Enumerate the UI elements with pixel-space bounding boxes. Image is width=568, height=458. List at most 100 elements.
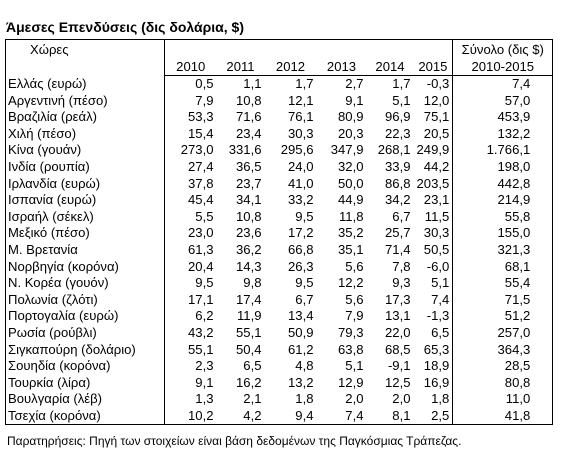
total-cell: 198,0 [452, 158, 554, 176]
value-cell: 71,4 [385, 241, 411, 257]
value-cell: 13,4 [288, 308, 314, 324]
value-cell: 9,5 [295, 208, 314, 224]
table-row: Τσεχία (κορόνα) 10,2 4,2 9,4 7,4 8,1 2,5 41,8 [5, 407, 554, 426]
value-cell: 1,8 [431, 391, 450, 407]
value-cell: 33,9 [385, 158, 411, 174]
value-cell: -1,3 [426, 308, 450, 324]
total-cell: 28,5 [452, 358, 554, 375]
value-cell: 2,1 [243, 391, 262, 407]
value-cell: 65,3 [423, 341, 450, 357]
value-cell: 63,8 [338, 341, 364, 357]
value-cell: 8,1 [366, 407, 414, 426]
value-cell: 13,2 [288, 374, 314, 390]
value-cell: 23,1 [423, 192, 450, 208]
total-cell: 321,3 [452, 241, 554, 259]
table-row: Ρωσία (ρούβλι) 43,2 55,1 50,9 79,3 22,0 6,5 257… [5, 324, 554, 342]
value-cell: 11,5 [424, 208, 450, 224]
table-row: Ν. Κορέα (γουόν) 9,5 9,8 9,5 12,2 9,3 5,1 55,4 [5, 275, 554, 292]
country-cell: Αργεντινή (πέσο) [5, 92, 165, 110]
value-cell: 50,5 [423, 241, 450, 257]
value-cell: 12,0 [423, 92, 450, 108]
table-row: Βουλγαρία (λέβ) 1,3 2,1 1,8 2,0 2,0 1,8 11,0 [5, 391, 554, 408]
value-cell: 36,5 [236, 158, 262, 174]
country-cell: Πολωνία (ζλότι) [5, 291, 165, 309]
country-cell: Βραζιλία (ρεάλ) [5, 109, 165, 126]
value-cell: 16,2 [236, 374, 262, 390]
value-cell: 68,5 [385, 341, 411, 357]
year-header: 2013 [316, 59, 367, 76]
value-cell: 41,0 [288, 175, 314, 191]
value-cell: 2,0 [345, 391, 364, 407]
fdi-table: Χώρες Σύνολο (δις $) 2010 2011 2012 2013… [5, 39, 554, 426]
value-cell: 4,8 [295, 358, 314, 374]
value-cell: 50,0 [338, 175, 364, 191]
country-cell: Νορβηγία (κορόνα) [5, 258, 165, 276]
years-header-spacer [164, 39, 453, 59]
value-cell: 295,6 [280, 142, 314, 158]
value-cell: 12,2 [338, 275, 364, 291]
value-cell: 44,2 [423, 158, 450, 174]
value-cell: 20,5 [423, 125, 450, 141]
value-cell: 27,4 [188, 158, 214, 174]
value-cell: 12,9 [338, 374, 364, 390]
country-column-header: Χώρες [5, 39, 165, 76]
value-cell: 22,0 [385, 324, 411, 340]
country-cell: Σουηδία (κορόνα) [5, 358, 165, 375]
total-cell: 55,8 [452, 208, 554, 226]
value-cell: 6,2 [195, 308, 214, 324]
table-row: Χιλή (πέσο) 15,4 23,4 30,3 20,3 22,3 20,5 132,2 [5, 125, 554, 143]
value-cell: 23,0 [188, 225, 214, 241]
value-cell: 5,5 [195, 208, 214, 224]
value-cell: 35,2 [338, 225, 364, 241]
value-cell: 1,1 [243, 76, 262, 91]
value-cell: 80,9 [338, 109, 364, 125]
value-cell: 18,9 [423, 358, 450, 374]
country-cell: Τουρκία (λίρα) [5, 374, 165, 392]
value-cell: 9,8 [243, 275, 262, 291]
value-cell: 7,4 [431, 291, 450, 307]
year-header: 2010 [164, 59, 217, 76]
value-cell: 53,3 [188, 109, 214, 125]
total-cell: 11,0 [452, 391, 554, 408]
footnote: Παρατηρήσεις: Πηγή των στοιχείων είναι β… [7, 434, 462, 448]
value-cell: 9,5 [195, 275, 214, 291]
table-row: Νορβηγία (κορόνα) 20,4 14,3 26,3 5,6 7,8 -6,0 6… [5, 258, 554, 276]
value-cell: 331,6 [228, 142, 262, 158]
value-cell: 43,2 [188, 324, 214, 340]
value-cell: 23,4 [236, 125, 262, 141]
value-cell: 7,9 [195, 92, 214, 108]
total-header-line2: 2010-2015 [452, 59, 554, 76]
country-cell: Σιγκαπούρη (δολάριο) [5, 341, 165, 359]
total-cell: 364,3 [452, 341, 554, 359]
value-cell: 9,4 [264, 407, 317, 426]
value-cell: 5,6 [345, 258, 364, 274]
table-row: Πολωνία (ζλότι) 17,1 17,4 6,7 5,6 17,3 7,4 71,5 [5, 291, 554, 309]
table-title: Άμεσες Επενδύσεις (δις δολάρια, $) [6, 19, 244, 35]
year-header: 2015 [413, 59, 453, 76]
table-row: Μεξικό (πέσο) 23,0 23,6 17,2 35,2 25,7 30,3 155… [5, 225, 554, 242]
value-cell: 268,1 [377, 142, 411, 158]
value-cell: 5,1 [392, 92, 411, 108]
table-row: Κίνα (γουάν) 273,0 331,6 295,6 347,9 268,1 249… [5, 142, 554, 159]
total-cell: 132,2 [452, 125, 554, 143]
value-cell: 17,4 [236, 291, 262, 307]
total-cell: 7,4 [452, 75, 554, 93]
value-cell: 2,3 [195, 358, 214, 374]
value-cell: 10,2 [164, 407, 217, 426]
country-cell: Βουλγαρία (λέβ) [5, 391, 165, 408]
value-cell: 17,1 [188, 291, 214, 307]
value-cell: 6,5 [431, 324, 450, 340]
value-cell: 20,4 [188, 258, 214, 274]
table-row: Τουρκία (λίρα) 9,1 16,2 13,2 12,9 12,5 16,9 80,… [5, 374, 554, 392]
value-cell: 9,1 [195, 374, 214, 390]
value-cell: 14,3 [236, 258, 262, 274]
value-cell: 66,8 [288, 241, 314, 257]
value-cell: 32,0 [338, 158, 364, 174]
total-cell: 57,0 [452, 92, 554, 110]
value-cell: 0,5 [195, 76, 214, 91]
total-header-line1: Σύνολο (δις $) [461, 41, 544, 57]
value-cell: 203,5 [416, 175, 450, 191]
country-cell: Ισραήλ (σέκελ) [5, 208, 165, 226]
value-cell: 7,4 [316, 407, 367, 426]
table-row: Ινδία (ρουπία) 27,4 36,5 24,0 32,0 33,9 44,2 19… [5, 158, 554, 176]
